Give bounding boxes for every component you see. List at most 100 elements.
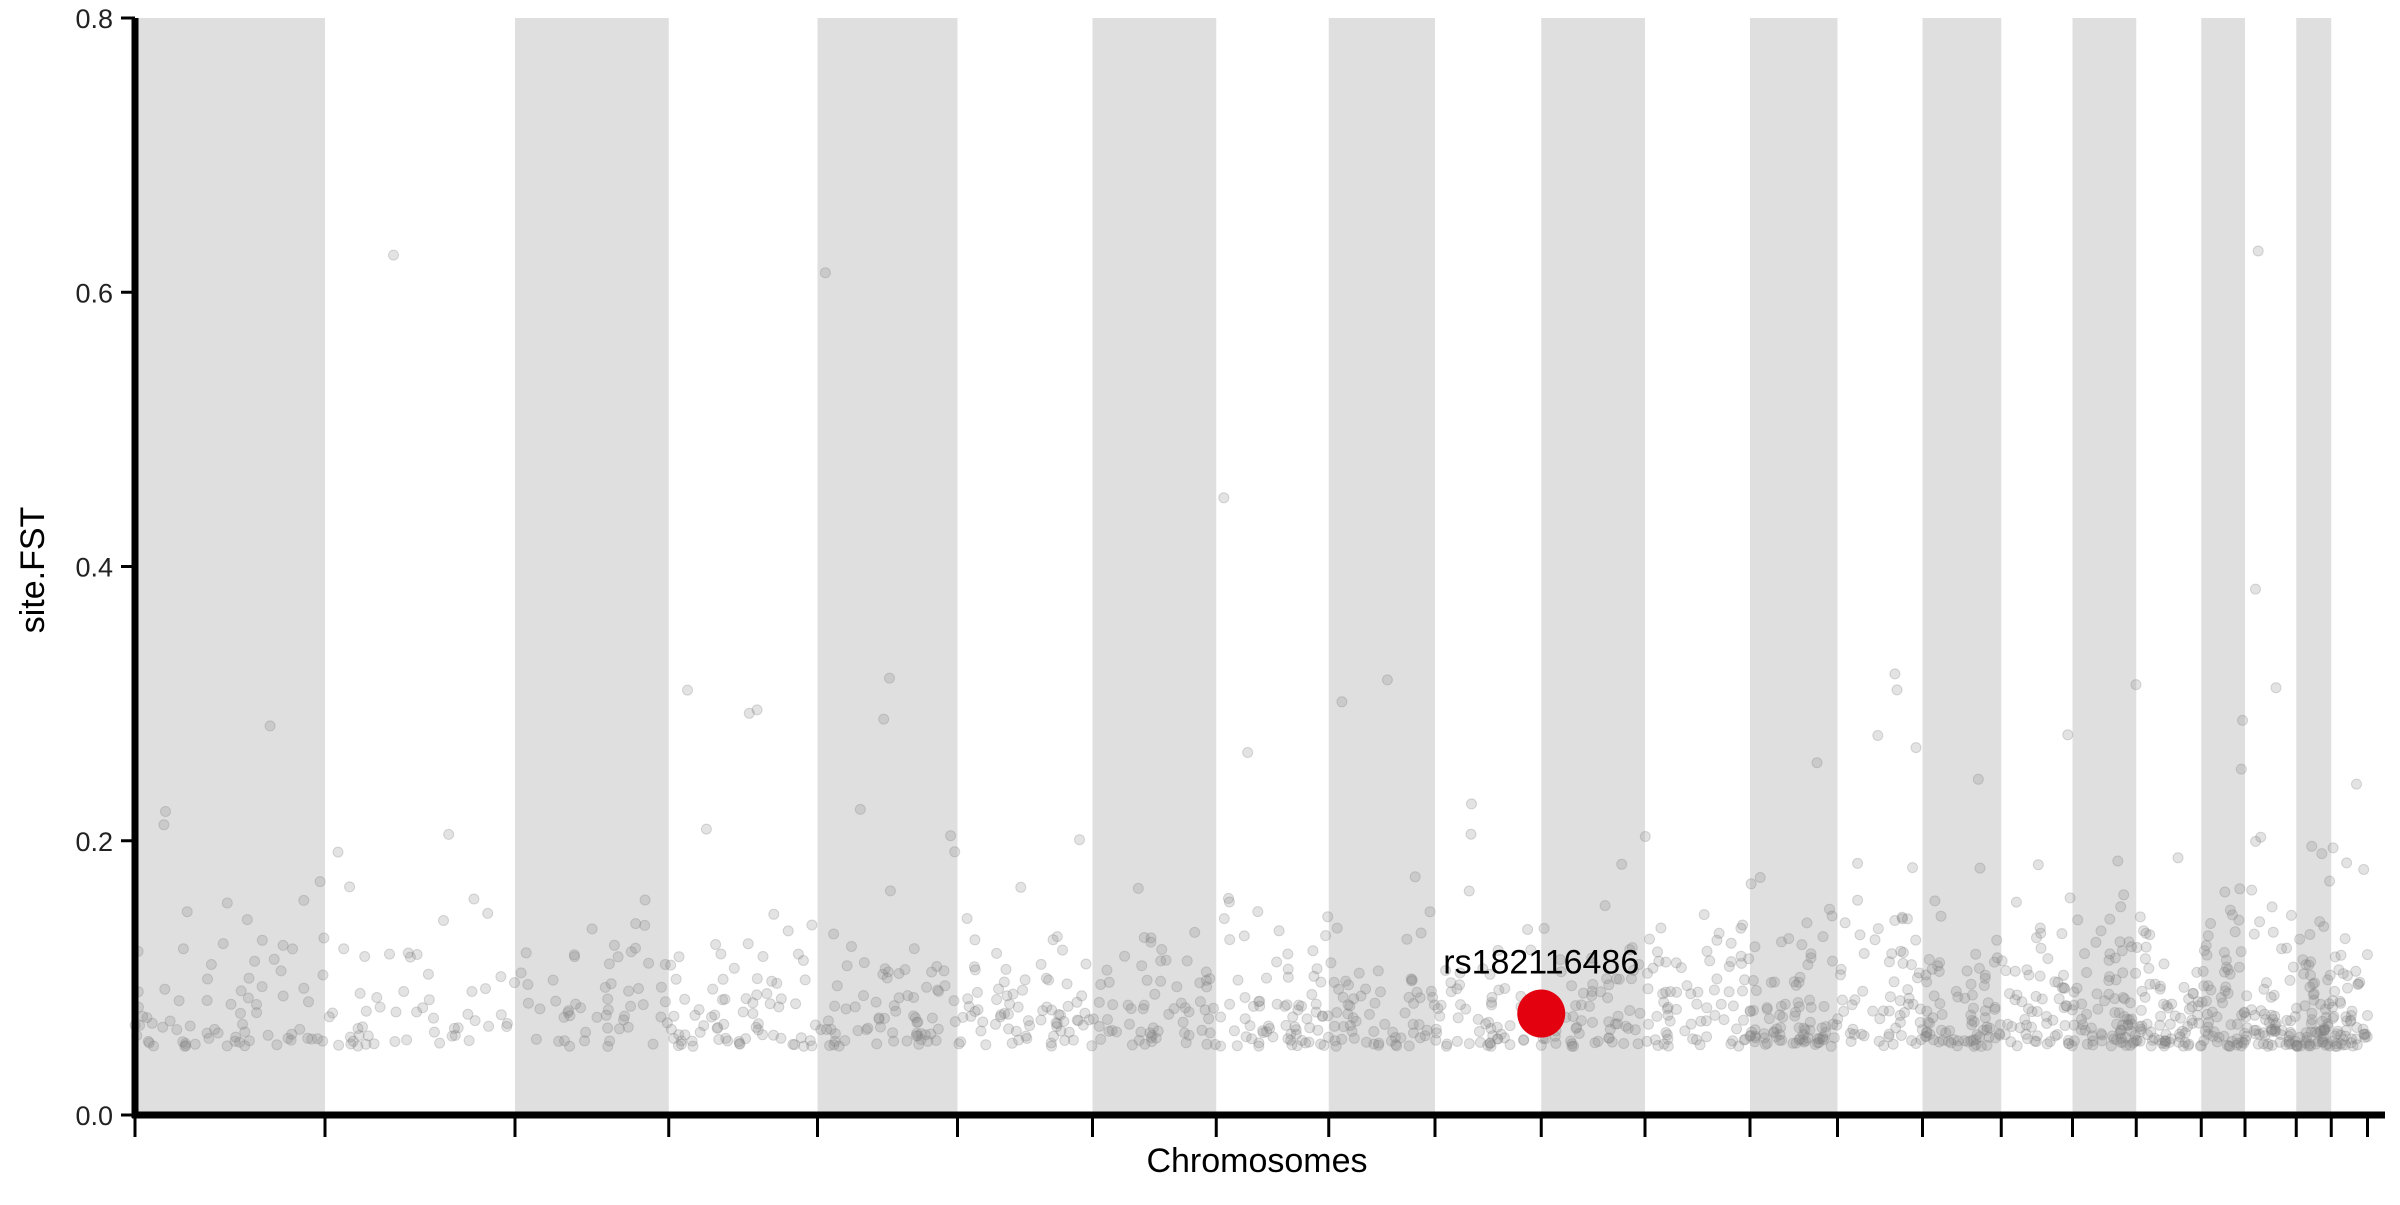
snp-point	[2340, 1039, 2352, 1051]
snp-point	[2261, 977, 2272, 989]
snp-point	[241, 914, 253, 926]
snp-point	[2041, 1038, 2053, 1050]
snp-point	[1934, 998, 1946, 1010]
snp-point	[1817, 1031, 1829, 1043]
snp-point	[562, 1007, 574, 1018]
snp-point	[2339, 1030, 2351, 1042]
snp-point	[2026, 1006, 2038, 1018]
snp-point	[362, 1030, 374, 1042]
snp-point	[235, 985, 247, 997]
snp-point	[700, 823, 712, 835]
snp-point	[1472, 1013, 1484, 1025]
snp-point	[1074, 834, 1085, 846]
snp-point	[908, 992, 920, 1003]
snp-point	[1587, 1016, 1598, 1028]
snp-point	[1828, 1032, 1840, 1044]
snp-point	[2107, 1030, 2118, 1042]
snp-point	[1199, 1004, 1211, 1016]
snp-point	[1538, 922, 1550, 934]
snp-point	[1845, 1036, 1857, 1047]
snp-point	[1194, 996, 1206, 1008]
snp-point	[294, 1023, 306, 1035]
snp-point	[1425, 985, 1437, 997]
snp-point	[1080, 958, 1092, 970]
snp-point	[618, 1014, 630, 1026]
snp-point	[2308, 988, 2320, 1000]
snp-point	[1300, 1037, 1311, 1049]
snp-point	[1929, 895, 1941, 907]
snp-point	[1463, 885, 1475, 897]
snp-point	[2205, 918, 2217, 929]
snp-point	[1924, 1017, 1936, 1029]
snp-point	[2118, 1011, 2130, 1022]
snp-point	[751, 704, 763, 716]
snp-point	[522, 997, 534, 1009]
snp-point	[1353, 967, 1365, 979]
snp-point	[2139, 991, 2151, 1003]
snp-point	[1921, 976, 1933, 988]
snp-point	[926, 966, 938, 978]
snp-point	[1907, 862, 1918, 874]
snp-point	[2020, 1028, 2032, 1040]
snp-point	[239, 1026, 251, 1038]
snp-point	[268, 953, 280, 965]
snp-point	[2026, 1021, 2037, 1033]
snp-point	[2324, 875, 2336, 887]
snp-point	[728, 962, 740, 974]
snp-point	[1329, 1035, 1341, 1047]
snp-point	[2103, 975, 2115, 986]
snp-point	[922, 1035, 934, 1047]
snp-point	[2052, 976, 2064, 988]
snp-point	[1922, 1016, 1934, 1028]
snp-point	[2160, 1028, 2172, 1040]
snp-point	[1725, 937, 1737, 949]
snp-point	[2314, 1025, 2326, 1037]
snp-point	[1725, 1038, 1737, 1050]
snp-point	[1492, 1033, 1504, 1045]
snp-point	[899, 964, 911, 976]
snp-point	[1883, 1028, 1895, 1040]
snp-point	[2144, 978, 2156, 990]
snp-point	[2035, 927, 2047, 939]
snp-point	[608, 939, 620, 951]
snp-point	[1477, 963, 1489, 975]
snp-point	[2221, 961, 2232, 973]
snp-point	[1744, 1030, 1756, 1042]
snp-point	[501, 1021, 513, 1032]
snp-point	[1708, 984, 1720, 996]
snp-point	[2122, 1019, 2134, 1031]
snp-point	[1254, 1000, 1266, 1012]
snp-point	[747, 1008, 759, 1019]
snp-point	[2300, 959, 2312, 971]
snp-point	[2164, 1018, 2176, 1030]
snp-point	[2198, 945, 2210, 957]
snp-point	[1915, 1034, 1927, 1046]
snp-point	[586, 923, 598, 935]
snp-point	[177, 1036, 189, 1048]
snp-point	[1890, 1022, 1902, 1034]
snp-point	[2011, 989, 2023, 1001]
snp-point	[1320, 930, 1332, 942]
snp-point	[2281, 942, 2293, 954]
snp-point	[1325, 957, 1337, 969]
snp-point	[1994, 1019, 2006, 1031]
snp-point	[203, 1032, 215, 1044]
snp-point	[2269, 1026, 2281, 1037]
snp-point	[1592, 1035, 1604, 1047]
snp-point	[1586, 957, 1598, 968]
snp-point	[2211, 1011, 2223, 1023]
snp-point	[1858, 948, 1870, 959]
snp-point	[775, 993, 787, 1005]
snp-point	[933, 985, 945, 997]
snp-point	[2248, 928, 2260, 940]
snp-point	[2360, 1028, 2372, 1040]
snp-point	[2276, 943, 2288, 955]
snp-point	[1343, 979, 1354, 991]
snp-point	[2176, 1025, 2188, 1037]
snp-point	[1122, 999, 1134, 1011]
snp-point	[1612, 1018, 1623, 1030]
snp-point	[1802, 959, 1814, 971]
snp-point	[1183, 1029, 1195, 1041]
snp-point	[1651, 1010, 1663, 1022]
snp-point	[1735, 950, 1747, 962]
